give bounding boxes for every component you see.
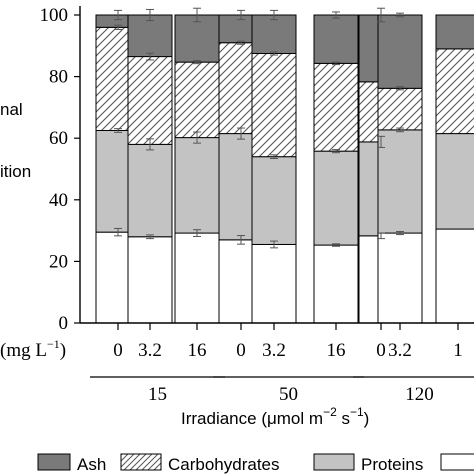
bar-segment-carbohydrates	[251, 53, 297, 158]
x-axis-title: Irradiance (μmol m−2 s−1)	[181, 405, 369, 428]
legend-label-proteins: Proteins	[361, 455, 423, 474]
x-tick-label: 0	[113, 340, 123, 361]
bar-segment-bottom	[435, 228, 474, 324]
bar-segment-proteins	[313, 150, 359, 246]
bar-segment-ash	[251, 14, 297, 54]
bar-segment-carbohydrates	[435, 48, 474, 135]
x-row1-label: (mg L−1)	[0, 337, 66, 361]
y-tick-label: 80	[49, 67, 68, 88]
bar-segment-bottom	[251, 243, 297, 324]
x-tick-label: 16	[327, 340, 346, 361]
bar-segment-carbohydrates	[127, 56, 173, 145]
bar-segment-ash	[435, 14, 474, 50]
bar-segment-bottom	[174, 232, 220, 324]
legend-swatch-ash	[37, 453, 71, 471]
bar-segment-bottom	[127, 236, 173, 324]
x-tick-layer: 0 3.2 16 0 3.2 16 0 3.2 1	[113, 323, 463, 361]
y-tick-label: 0	[59, 313, 69, 334]
x-tick-label: 3.2	[388, 340, 412, 361]
legend-label-ash: Ash	[77, 455, 106, 474]
x-tick-label: 0	[376, 340, 386, 361]
y-tick-label: 100	[40, 5, 69, 26]
group-label-layer: 15 50 120	[90, 376, 474, 405]
bar-segment-proteins	[435, 133, 474, 230]
x-tick-label: 3.2	[138, 340, 162, 361]
y-tick-label: 40	[49, 190, 68, 211]
y-tick-layer: 0 20 40 60 80 100	[40, 5, 80, 334]
y-tick-label: 20	[49, 251, 68, 272]
y-axis-label-fragment-2: ition	[0, 162, 31, 181]
bar-segment-ash	[127, 14, 173, 58]
bar-segment-proteins	[174, 137, 220, 234]
group-label: 50	[279, 384, 298, 405]
bar-segment-bottom	[377, 232, 423, 324]
bar-segment-proteins	[251, 156, 297, 245]
legend-label-carbohydrates: Carbohydrates	[168, 455, 280, 474]
bar-segment-carbohydrates	[174, 61, 220, 139]
legend-swatch-bottom	[440, 453, 474, 471]
legend-swatch-carbohydrates	[120, 453, 162, 471]
bar-segment-ash	[313, 14, 359, 64]
y-axis-label-fragment-1: nal	[0, 100, 23, 119]
bar-segment-carbohydrates	[377, 87, 423, 131]
bar-segment-bottom	[313, 244, 359, 324]
bar-segment-proteins	[127, 143, 173, 238]
x-tick-label: 3.2	[262, 340, 286, 361]
y-tick-label: 60	[49, 128, 68, 149]
x-tick-label: 1	[453, 340, 463, 361]
group-label: 15	[148, 384, 167, 405]
bar-segment-ash	[377, 14, 423, 89]
bar-segment-proteins	[377, 129, 423, 234]
error-bar-layer	[114, 7, 404, 249]
legend: Ash Carbohydrates Proteins	[37, 453, 474, 474]
bar-layer	[95, 14, 474, 324]
bar-segment-carbohydrates	[313, 62, 359, 152]
x-tick-label: 16	[188, 340, 207, 361]
x-tick-label: 0	[236, 340, 246, 361]
group-label: 120	[405, 384, 434, 405]
legend-swatch-proteins	[313, 453, 355, 471]
